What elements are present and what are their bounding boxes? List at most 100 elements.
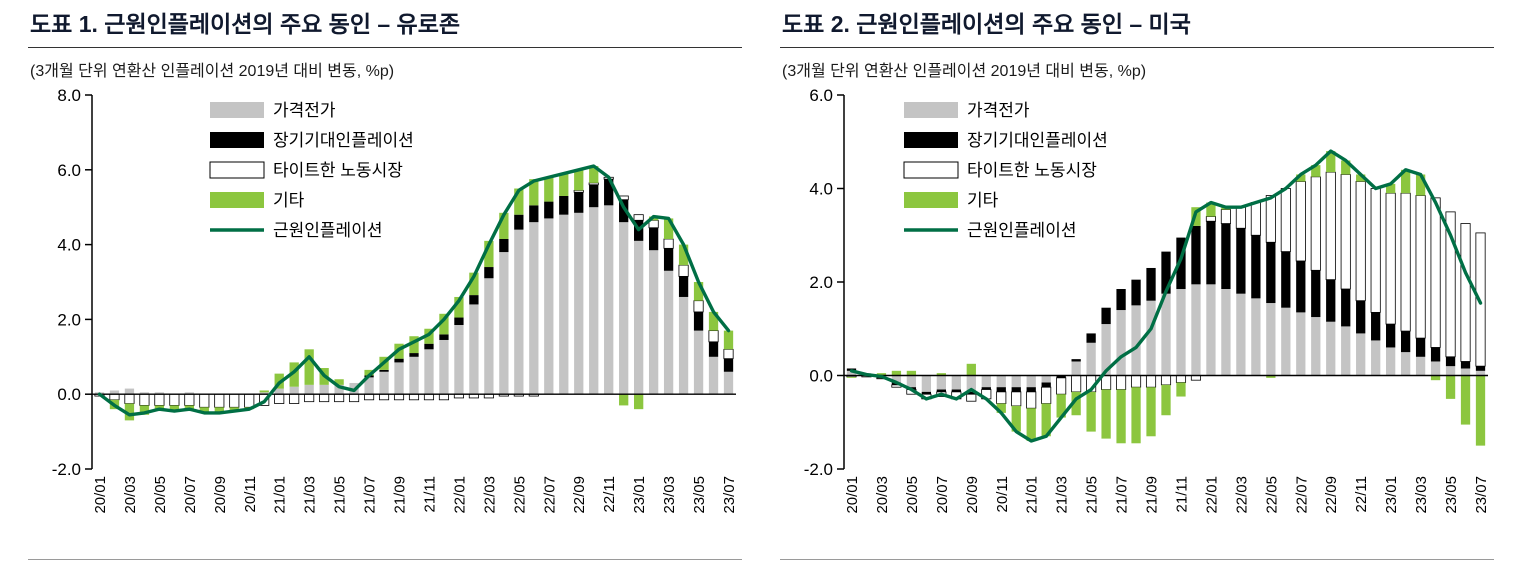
bar-segment: [409, 356, 419, 395]
bar-segment: [663, 270, 674, 395]
bar-segment: [1341, 326, 1351, 376]
bar-segment: [936, 389, 946, 392]
x-tick-label: 22/07: [541, 476, 558, 514]
bar-segment: [1400, 169, 1411, 194]
bar-segment: [846, 370, 857, 376]
bar-segment: [1236, 293, 1246, 376]
y-tick-label: 8.0: [57, 86, 81, 105]
bar-segment: [139, 392, 150, 395]
bar-segment: [891, 375, 902, 383]
bar-segment: [439, 334, 449, 340]
bar-segment: [574, 192, 584, 213]
legend-label: 근원인플레이션: [967, 221, 1076, 240]
axes-layer: 6.0 4.0 2.0 0.0 -2.0 20/01 20/03 20/05 20/07 20/0…: [804, 86, 1490, 514]
bar-segment: [1086, 391, 1096, 432]
legend-swatch-bar: [210, 192, 264, 208]
legend-label: 타이트한 노동시장: [273, 161, 403, 180]
x-tick-label: 21/11: [1173, 476, 1190, 512]
bar-segment: [169, 393, 180, 406]
bar-segment: [1295, 181, 1306, 262]
bar-segment: [921, 391, 932, 395]
bar-segment: [951, 389, 961, 392]
bar-segment: [981, 375, 991, 388]
bar-segment: [1251, 235, 1261, 299]
bar-segment: [1356, 174, 1366, 182]
bar-segment: [1041, 386, 1052, 404]
legend-swatch-bar: [904, 132, 958, 148]
x-tick-label: 20/07: [934, 476, 951, 514]
y-tick-label: 0.0: [809, 367, 833, 386]
chart-subtitle-us: (3개월 단위 연환산 인플레이션 2019년 대비 변동, %p): [782, 63, 1147, 80]
eurozone-stacked-bar-chart: 8.0 6.0 4.0 2.0 0.0 -2.0 20/01 20/03 20/05 20/07 2…: [52, 86, 738, 514]
x-tick-label: 20/03: [874, 476, 891, 514]
bar-segment: [1475, 375, 1486, 446]
bar-segment: [1101, 324, 1111, 376]
bar-segment: [379, 371, 389, 395]
bar-segment: [1236, 228, 1246, 294]
bar-segment: [1370, 188, 1381, 313]
bar-segment: [1026, 408, 1036, 441]
y-tick-label: -2.0: [52, 460, 81, 479]
bar-segment: [334, 379, 344, 385]
bar-segment: [648, 250, 659, 395]
bar-segment: [514, 188, 524, 215]
y-tick-label: 4.0: [57, 236, 81, 255]
x-tick-label: 21/07: [1114, 476, 1131, 514]
bar-segment: [1280, 188, 1291, 253]
bar-segment: [1101, 307, 1111, 325]
bar-segment: [693, 300, 704, 313]
bar-segment: [499, 252, 509, 395]
stacked-bars-layer: [94, 166, 734, 421]
bar-segment: [981, 387, 991, 390]
bar-segment: [1011, 405, 1021, 432]
legend-swatch-bar: [904, 192, 958, 208]
x-tick-label: 22/11: [1353, 476, 1370, 512]
bar-segment: [1161, 251, 1171, 294]
bar-segment: [1071, 359, 1081, 362]
chart-panel-eurozone: 도표 1. 근원인플레이션의 주요 동인 – 유로존 (3개월 단위 연환산 인…: [28, 8, 742, 560]
bar-segment: [1475, 370, 1486, 376]
bar-segment: [846, 376, 857, 378]
bar-segment: [1146, 300, 1156, 376]
bar-segment: [619, 222, 629, 395]
bar-segment: [274, 388, 284, 395]
bar-segment: [619, 394, 629, 406]
bar-segment: [966, 375, 976, 392]
bar-segment: [1296, 260, 1306, 313]
bar-segment: [274, 393, 285, 404]
bar-segment: [1385, 192, 1396, 325]
bar-segment: [304, 349, 314, 385]
legend-swatch-bar: [904, 102, 958, 118]
bar-segment: [1430, 347, 1441, 362]
bar-segment: [439, 313, 449, 335]
bar-segment: [1041, 375, 1051, 383]
y-tick-label: 2.0: [57, 310, 81, 329]
bar-segment: [304, 384, 314, 395]
bar-segment: [663, 218, 674, 239]
bar-segment: [1356, 333, 1366, 376]
bar-segment: [1400, 331, 1411, 353]
bar-segment: [1445, 211, 1456, 358]
bar-segment: [996, 375, 1006, 388]
bar-segment: [1011, 375, 1021, 388]
core-inflation-line: [849, 149, 1483, 443]
x-tick-label: 22/07: [1293, 476, 1310, 514]
bar-segment: [1071, 391, 1081, 416]
x-tick-label: 21/01: [272, 476, 289, 514]
x-tick-label: 23/05: [1443, 476, 1460, 514]
bar-segment: [304, 393, 315, 403]
bar-segment: [1191, 225, 1201, 285]
chart-title-eurozone: 도표 1. 근원인플레이션의 주요 동인 – 유로존: [28, 8, 742, 48]
bar-segment: [229, 393, 240, 408]
bar-segment: [1071, 361, 1081, 376]
bar-segment: [1326, 321, 1336, 376]
legend-label: 장기기대인플레이션: [967, 131, 1108, 150]
bar-segment: [439, 339, 449, 395]
x-tick-label: 20/07: [182, 476, 199, 514]
x-tick-label: 20/01: [92, 476, 109, 514]
bar-segment: [1176, 382, 1186, 397]
x-tick-label: 23/01: [1383, 476, 1400, 514]
bar-segment: [559, 173, 569, 196]
x-tick-label: 21/07: [362, 476, 379, 514]
